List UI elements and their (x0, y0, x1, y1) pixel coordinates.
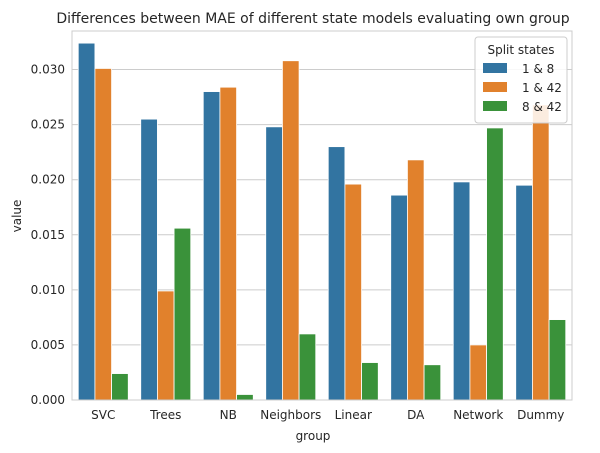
bar-da-series-2 (407, 159, 425, 401)
bar-network-series-3 (486, 127, 504, 401)
bar-nb-series-2 (219, 86, 237, 401)
legend-swatch (483, 82, 507, 92)
x-tick-label: Linear (335, 408, 372, 422)
bar-neighbors-series-3 (298, 333, 317, 401)
bar-network-series-2 (469, 344, 487, 401)
y-tick-label: 0.015 (31, 228, 65, 242)
bar-da-series-1 (390, 194, 408, 401)
bar-network-series-1 (452, 181, 471, 401)
legend-entry-label: 1 & 8 (522, 62, 554, 76)
y-tick-label: 0.025 (31, 118, 65, 132)
x-tick-label: NB (220, 408, 237, 422)
bar-svc-series-1 (77, 42, 96, 401)
y-tick-label: 0.020 (31, 173, 65, 187)
bar-trees-series-2 (157, 290, 175, 401)
bar-linear-series-2 (344, 183, 362, 401)
y-axis-ticks: 0.000 0.005 0.010 0.015 0.020 0.025 0.030 (31, 63, 65, 407)
legend: Split states 1 & 8 1 & 42 8 & 42 (474, 36, 568, 124)
bar-nb-series-3 (236, 394, 254, 401)
bar-da-series-3 (423, 364, 442, 401)
chart-title: Differences between MAE of different sta… (56, 11, 569, 27)
x-tick-label: Neighbors (260, 408, 321, 422)
legend-entry-label: 8 & 42 (522, 100, 562, 114)
x-tick-label: Network (453, 408, 503, 422)
y-tick-label: 0.005 (31, 338, 65, 352)
x-tick-label: Dummy (517, 408, 564, 422)
x-axis-ticks: SVC Trees NB Neighbors Linear DA Network Dummy (91, 408, 564, 422)
bar-dummy-series-3 (548, 319, 567, 401)
bar-trees-series-1 (140, 118, 158, 401)
legend-swatch (483, 101, 507, 111)
bars (77, 42, 567, 401)
bar-linear-series-1 (327, 146, 346, 401)
bar-linear-series-3 (361, 362, 379, 401)
y-tick-label: 0.000 (31, 393, 65, 407)
x-axis-label: group (296, 429, 331, 443)
legend-title: Split states (487, 43, 554, 57)
bar-svc-series-2 (94, 68, 112, 401)
legend-swatch (483, 63, 507, 73)
x-tick-label: DA (407, 408, 425, 422)
bar-trees-series-3 (173, 227, 192, 401)
x-tick-label: Trees (149, 408, 181, 422)
bar-nb-series-1 (202, 91, 221, 401)
bar-svc-series-3 (111, 373, 129, 401)
y-axis-label: value (10, 200, 24, 233)
plot-area-frame (71, 30, 573, 401)
bar-dummy-series-1 (515, 184, 533, 401)
bar-dummy-series-2 (532, 104, 550, 401)
bar-neighbors-series-2 (282, 60, 300, 401)
x-tick-label: SVC (91, 408, 115, 422)
bar-neighbors-series-1 (265, 126, 283, 401)
legend-entry-label: 1 & 42 (522, 81, 562, 95)
y-tick-label: 0.030 (31, 63, 65, 77)
y-tick-label: 0.010 (31, 283, 65, 297)
